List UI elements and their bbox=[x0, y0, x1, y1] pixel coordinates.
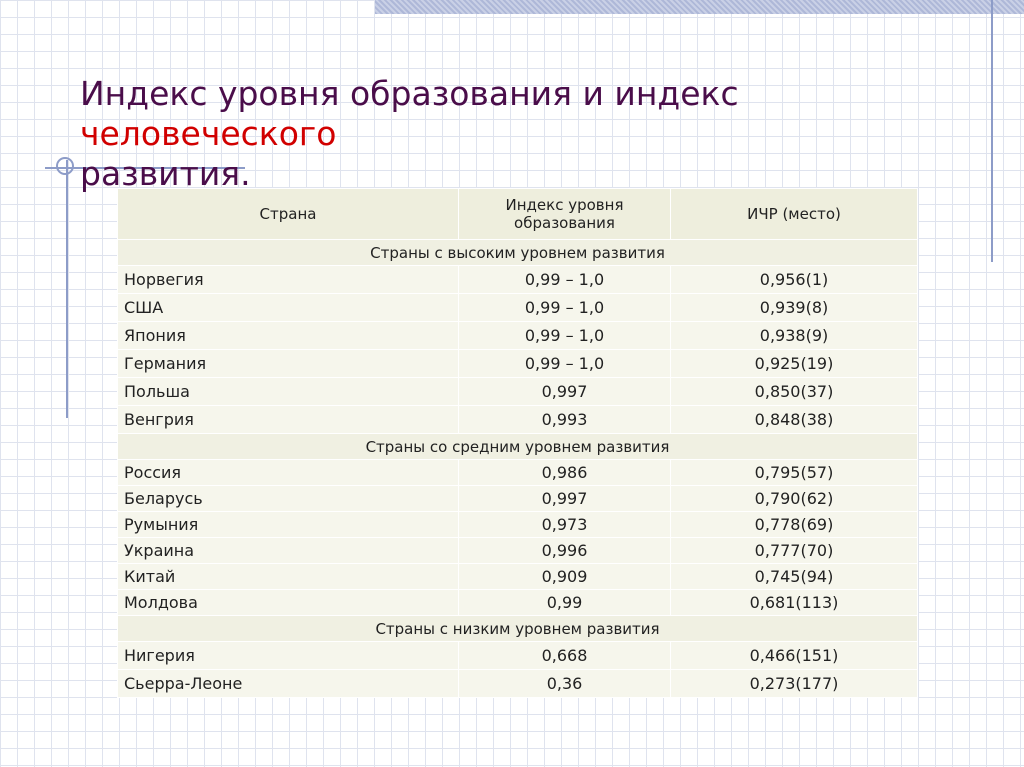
cell-hdi: 0,850(37) bbox=[670, 377, 918, 406]
title-part-1: Индекс уровня образования и индекс bbox=[80, 74, 739, 113]
cell-hdi: 0,938(9) bbox=[670, 321, 918, 350]
cell-hdi: 0,273(177) bbox=[670, 669, 918, 698]
cell-education-index: 0,997 bbox=[458, 485, 671, 512]
group-header-row: Страны с низким уровнем развития bbox=[117, 615, 918, 642]
table-row: Россия 0,986 0,795(57) bbox=[117, 459, 918, 486]
cell-hdi: 0,778(69) bbox=[670, 511, 918, 538]
group-section: Страны со средним уровнем развития Россия… bbox=[117, 433, 918, 616]
table-row: Польша 0,997 0,850(37) bbox=[117, 377, 918, 406]
header-hdi-rank: ИЧР (место) bbox=[670, 188, 918, 240]
table-row: Япония 0,99 – 1,0 0,938(9) bbox=[117, 321, 918, 350]
group-label: Страны со средним уровнем развития bbox=[117, 433, 918, 460]
title-part-3: развития. bbox=[80, 154, 251, 193]
header-row: Страна Индекс уровня образования ИЧР (ме… bbox=[117, 188, 918, 240]
cell-education-index: 0,996 bbox=[458, 537, 671, 564]
group-header-row: Страны с высоким уровнем развития bbox=[117, 239, 918, 266]
table-row: Сьерра-Леоне 0,36 0,273(177) bbox=[117, 669, 918, 698]
cell-hdi: 0,925(19) bbox=[670, 349, 918, 378]
group-label: Страны с высоким уровнем развития bbox=[117, 239, 918, 266]
cell-hdi: 0,777(70) bbox=[670, 537, 918, 564]
table-row: Украина 0,996 0,777(70) bbox=[117, 537, 918, 564]
cell-country: Сьерра-Леоне bbox=[117, 669, 459, 698]
table-row: Беларусь 0,997 0,790(62) bbox=[117, 485, 918, 512]
cell-education-index: 0,668 bbox=[458, 641, 671, 670]
cell-education-index: 0,986 bbox=[458, 459, 671, 486]
cell-education-index: 0,997 bbox=[458, 377, 671, 406]
cell-hdi: 0,848(38) bbox=[670, 405, 918, 434]
cell-education-index: 0,99 – 1,0 bbox=[458, 349, 671, 378]
cell-education-index: 0,99 – 1,0 bbox=[458, 293, 671, 322]
table-row: Нигерия 0,668 0,466(151) bbox=[117, 641, 918, 670]
cell-country: Германия bbox=[117, 349, 459, 378]
crosshair-circle-icon bbox=[56, 157, 74, 175]
group-section: Страны с высоким уровнем развития Норвеги… bbox=[117, 239, 918, 434]
group-section: Страны с низким уровнем развития Нигерия 0… bbox=[117, 615, 918, 698]
cell-country: Китай bbox=[117, 563, 459, 590]
cell-education-index: 0,99 – 1,0 bbox=[458, 265, 671, 294]
table-header: Страна Индекс уровня образования ИЧР (ме… bbox=[117, 188, 918, 240]
decorative-vertical-line-right bbox=[991, 0, 993, 262]
cell-hdi: 0,745(94) bbox=[670, 563, 918, 590]
cell-country: Венгрия bbox=[117, 405, 459, 434]
cell-country: Норвегия bbox=[117, 265, 459, 294]
cell-country: Россия bbox=[117, 459, 459, 486]
header-country: Страна bbox=[117, 188, 459, 240]
cell-education-index: 0,993 bbox=[458, 405, 671, 434]
table-row: Румыния 0,973 0,778(69) bbox=[117, 511, 918, 538]
decorative-vertical-line-left bbox=[66, 160, 68, 418]
cell-hdi: 0,939(8) bbox=[670, 293, 918, 322]
cell-hdi: 0,956(1) bbox=[670, 265, 918, 294]
cell-country: Молдова bbox=[117, 589, 459, 616]
cell-education-index: 0,99 bbox=[458, 589, 671, 616]
table-row: Молдова 0,99 0,681(113) bbox=[117, 589, 918, 616]
cell-hdi: 0,466(151) bbox=[670, 641, 918, 670]
table-row: Норвегия 0,99 – 1,0 0,956(1) bbox=[117, 265, 918, 294]
cell-education-index: 0,909 bbox=[458, 563, 671, 590]
table-row: Венгрия 0,993 0,848(38) bbox=[117, 405, 918, 434]
cell-country: США bbox=[117, 293, 459, 322]
title-highlight: человеческого bbox=[80, 114, 337, 153]
cell-hdi: 0,790(62) bbox=[670, 485, 918, 512]
cell-hdi: 0,795(57) bbox=[670, 459, 918, 486]
decorative-horizontal-line bbox=[45, 167, 245, 169]
cell-education-index: 0,99 – 1,0 bbox=[458, 321, 671, 350]
table-row: Германия 0,99 – 1,0 0,925(19) bbox=[117, 349, 918, 378]
cell-country: Польша bbox=[117, 377, 459, 406]
table-row: Китай 0,909 0,745(94) bbox=[117, 563, 918, 590]
group-label: Страны с низким уровнем развития bbox=[117, 615, 918, 642]
cell-hdi: 0,681(113) bbox=[670, 589, 918, 616]
slide-title: Индекс уровня образования и индекс челов… bbox=[80, 74, 980, 194]
cell-country: Румыния bbox=[117, 511, 459, 538]
table-row: США 0,99 – 1,0 0,939(8) bbox=[117, 293, 918, 322]
cell-country: Украина bbox=[117, 537, 459, 564]
cell-country: Нигерия bbox=[117, 641, 459, 670]
decorative-top-band bbox=[375, 0, 1024, 14]
hdi-table-container: Страна Индекс уровня образования ИЧР (ме… bbox=[117, 188, 918, 698]
hdi-table: Страна Индекс уровня образования ИЧР (ме… bbox=[117, 188, 918, 698]
cell-country: Беларусь bbox=[117, 485, 459, 512]
cell-education-index: 0,36 bbox=[458, 669, 671, 698]
header-education-index: Индекс уровня образования bbox=[458, 188, 671, 240]
cell-education-index: 0,973 bbox=[458, 511, 671, 538]
cell-country: Япония bbox=[117, 321, 459, 350]
group-header-row: Страны со средним уровнем развития bbox=[117, 433, 918, 460]
